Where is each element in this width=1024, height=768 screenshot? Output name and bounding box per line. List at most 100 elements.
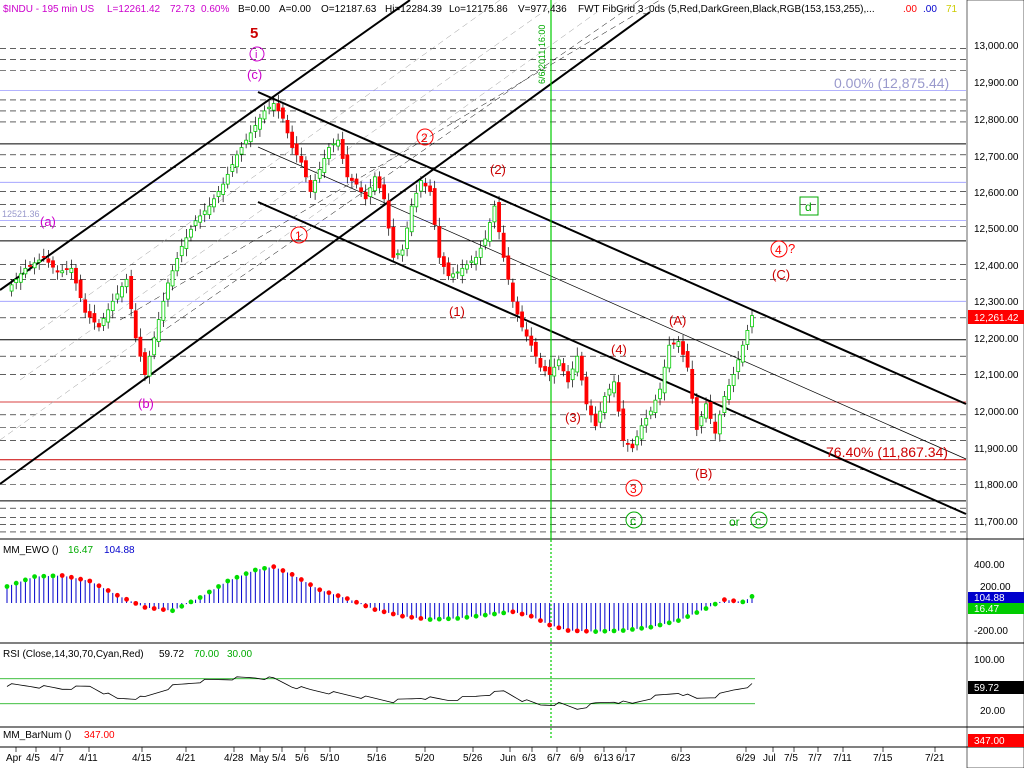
ewo-dot (243, 571, 249, 577)
candle-body (464, 264, 469, 270)
ewo-dot (501, 610, 507, 616)
rsi-panel (0, 676, 755, 710)
date-label: Jul (763, 753, 776, 764)
candle-body (598, 410, 603, 423)
ewo-dot (271, 564, 277, 570)
date-label: 7/11 (833, 753, 852, 764)
candle-body (713, 421, 718, 434)
last-price-badge (968, 310, 1024, 324)
price-tick: 11,800.00 (974, 480, 1018, 491)
candle-body (110, 300, 115, 311)
ewo-dot (197, 595, 203, 600)
candle-body (299, 155, 304, 163)
ewo-dot (510, 609, 516, 615)
candle-body (294, 143, 299, 156)
candle-body (395, 253, 400, 256)
ewo-dot (326, 590, 332, 596)
downtrend-midline (257, 146, 967, 460)
candle-body (317, 169, 322, 179)
candle-body (566, 371, 570, 383)
candle-body (731, 374, 736, 386)
ewo-dot (722, 597, 727, 603)
candle-body (694, 397, 699, 430)
date-label: 5/16 (367, 753, 387, 764)
last-price-badge-text: 12,261.42 (974, 313, 1019, 324)
candle-body (97, 323, 101, 328)
candle-body (368, 187, 373, 197)
date-label: 5/10 (320, 753, 340, 764)
candle-body (92, 313, 97, 323)
date-label: Apr (6, 753, 22, 764)
candle-body (244, 139, 249, 145)
ewo-dot (335, 593, 341, 599)
fib-grid (0, 48, 966, 533)
ewo-dot (114, 592, 120, 598)
ewo-dot (280, 568, 286, 573)
header-change: 72.73 (170, 4, 195, 15)
ewo-dot (749, 594, 755, 599)
candle-body (156, 319, 161, 342)
candle-body (616, 382, 621, 412)
candle-body (570, 368, 575, 381)
wave-label: 4 (775, 243, 782, 257)
price-axis-panel (966, 0, 1024, 768)
candle-body (322, 158, 327, 173)
wave-circle (750, 511, 768, 529)
candle-body (9, 284, 14, 292)
candle-body (478, 247, 483, 258)
header-tail-3: 71 (946, 4, 958, 15)
candle-body (304, 160, 308, 178)
candle-body (308, 180, 313, 192)
candle-body (520, 311, 524, 328)
candle-body (143, 352, 147, 375)
candle-body (736, 359, 741, 373)
ewo-dot (68, 574, 74, 580)
downtrend-line (257, 201, 967, 515)
header-change-pct: 0.60% (201, 4, 229, 15)
ewo-dot (611, 628, 617, 634)
candle-body (515, 301, 520, 315)
ewo-dot (344, 596, 350, 601)
fib-label-top: 0.00% (12,875.44) (834, 75, 949, 91)
ewo-dot (648, 624, 654, 630)
ewo-dot (685, 614, 691, 619)
candle-body (630, 443, 635, 449)
wave-label: 5 (250, 25, 258, 42)
ewo-dot (96, 583, 102, 589)
ewo-dot (639, 625, 645, 631)
date-label: 4/15 (132, 753, 152, 764)
date-label: 5/4 (272, 753, 286, 764)
candle-body (189, 228, 193, 238)
wave-label: (B) (695, 466, 712, 481)
candle-body (538, 358, 543, 368)
date-label: 6/29 (736, 753, 756, 764)
date-label: 6/17 (616, 753, 636, 764)
candle-body (74, 267, 78, 284)
candle-body (391, 226, 396, 258)
ewo-dot (252, 567, 258, 573)
ewo-dot (528, 613, 534, 619)
date-label: 7/15 (873, 753, 893, 764)
candle-body (267, 106, 272, 110)
candle-body (124, 278, 129, 288)
candle-body (32, 262, 37, 269)
candle-body (193, 220, 198, 227)
date-label: Jun (500, 753, 516, 764)
ewo-axis-tick: -200.00 (974, 626, 1008, 637)
candle-body (101, 317, 106, 326)
price-axis: 13,000.00 12,900.00 12,800.00 12,700.00 … (974, 41, 1019, 528)
candle-body (359, 187, 364, 192)
wave-label: (4) (611, 342, 627, 357)
header-a: A=0.00 (279, 4, 311, 15)
candle-body (529, 335, 534, 346)
candle-body (290, 131, 295, 148)
date-label: 4/7 (50, 753, 64, 764)
ewo-dot (22, 577, 28, 583)
wave-label: (c) (247, 67, 262, 82)
ewo-dot (565, 628, 571, 633)
candle-body (648, 410, 653, 416)
candle-body (170, 270, 175, 287)
barnum-badge-text: 347.00 (974, 736, 1005, 747)
candle-body (271, 103, 276, 111)
ewo-dot (519, 611, 525, 617)
